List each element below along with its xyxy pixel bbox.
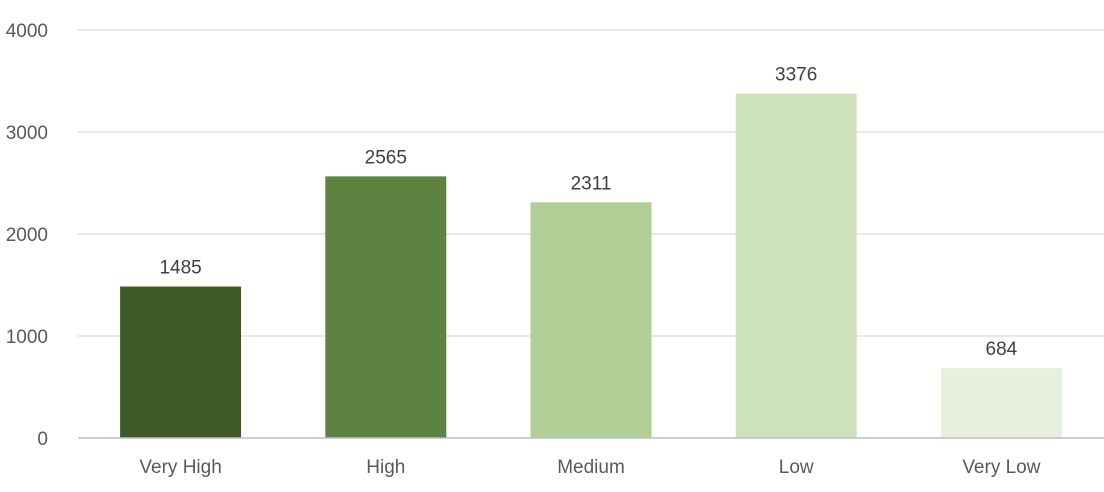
bar-low	[735, 93, 857, 438]
bars	[120, 93, 1062, 438]
y-tick-label-4000: 4000	[6, 21, 48, 42]
category-label-very-high: Very High	[139, 457, 221, 478]
x-axis-category-labels: Very High High Medium Low Very Low	[139, 457, 1040, 478]
data-label-very-high: 1485	[159, 258, 201, 279]
data-label-medium: 2311	[571, 173, 612, 194]
y-tick-label-3000: 3000	[6, 123, 48, 144]
category-label-low: Low	[779, 457, 814, 478]
bar-high	[325, 176, 447, 438]
y-tick-label-2000: 2000	[6, 225, 48, 246]
category-label-medium: Medium	[557, 457, 625, 478]
y-tick-label-1000: 1000	[6, 327, 48, 348]
bar-very-high	[120, 286, 242, 438]
y-tick-label-0: 0	[37, 429, 48, 450]
category-label-very-low: Very Low	[962, 457, 1040, 478]
data-label-low: 3376	[775, 65, 817, 86]
data-label-high: 2565	[365, 147, 407, 168]
category-label-high: High	[366, 457, 405, 478]
y-axis-tick-labels: 0 1000 2000 3000 4000	[6, 21, 48, 450]
bar-very-low	[940, 368, 1062, 438]
data-labels: 1485 2565 2311 3376 684	[159, 65, 1017, 361]
bar-medium	[530, 202, 652, 438]
data-label-very-low: 684	[986, 339, 1018, 360]
